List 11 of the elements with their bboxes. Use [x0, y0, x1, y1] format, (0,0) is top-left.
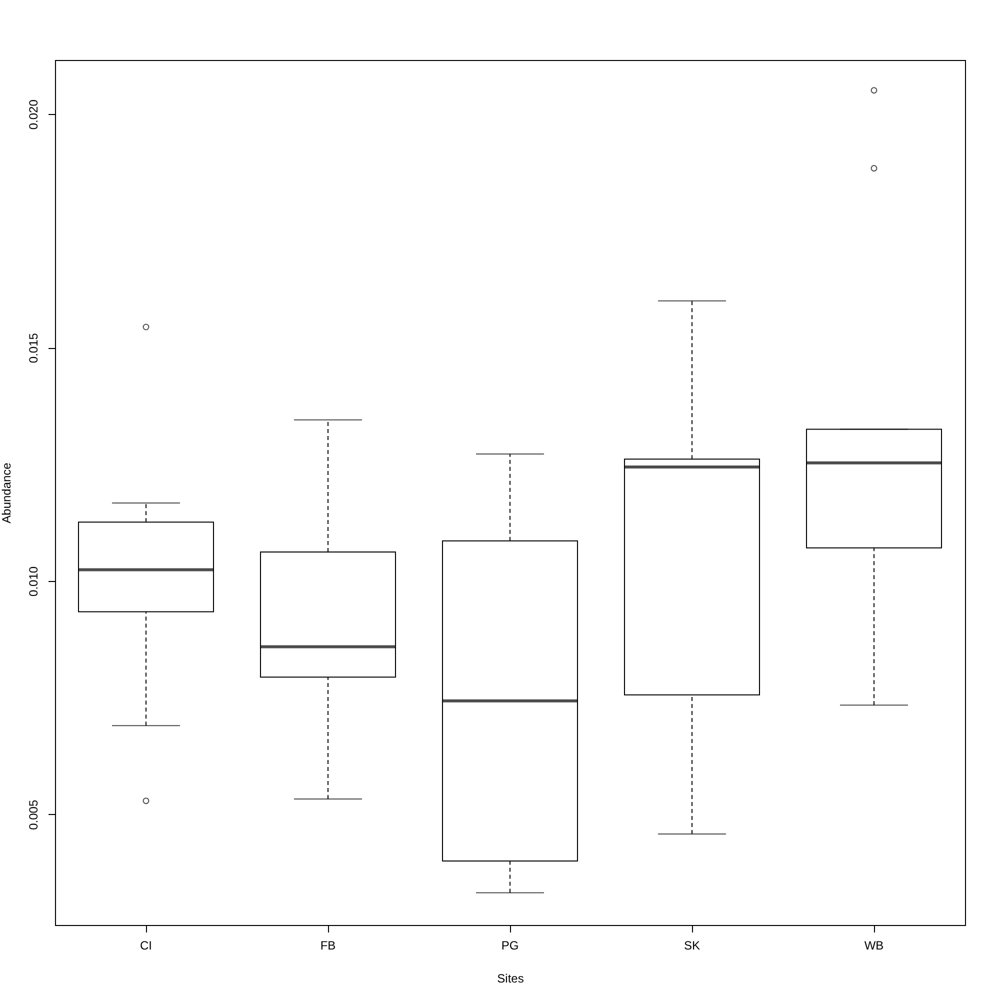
x-tick-label: WB	[864, 938, 884, 952]
x-tick-label: PG	[501, 938, 519, 952]
x-tick-label: FB	[320, 938, 336, 952]
x-tick-label: CI	[140, 938, 152, 952]
y-axis-title: Abundance	[0, 462, 14, 524]
x-tick-label: SK	[684, 938, 700, 952]
x-axis-title: Sites	[497, 972, 524, 986]
y-tick-label: 0.020	[26, 99, 40, 130]
y-tick-label: 0.010	[26, 566, 40, 596]
y-tick-label: 0.015	[26, 332, 40, 364]
y-tick-label: 0.005	[26, 800, 40, 830]
